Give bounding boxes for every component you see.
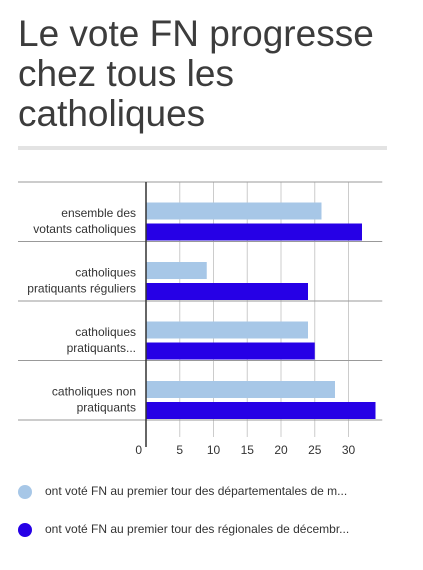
x-tick-label-10: 10 <box>207 443 221 457</box>
bar-series-2-category-1[interactable] <box>146 223 362 241</box>
category-labels: ensemble des votants catholiques catholiqu… <box>27 206 136 415</box>
legend-swatch-series-1 <box>18 485 32 499</box>
category-label-3-line-2: pratiquants... <box>67 341 136 355</box>
x-tick-label-20: 20 <box>274 443 288 457</box>
bar-series-1-category-2[interactable] <box>146 262 207 279</box>
x-tick-label-30: 30 <box>342 443 356 457</box>
bar-series-1-category-4[interactable] <box>146 381 335 398</box>
bar-series-2-category-3[interactable] <box>146 342 315 360</box>
grid-lines <box>18 181 383 437</box>
x-tick-label-25: 25 <box>308 443 322 457</box>
chart-title: Le vote FN progresse chez tous les catho… <box>18 13 374 134</box>
x-tick-label-0: 0 <box>135 443 142 457</box>
category-label-2-line-1: catholiques <box>75 266 136 280</box>
x-axis-ticks: 0 5 10 15 20 25 30 <box>135 443 355 457</box>
legend-swatch-series-2 <box>18 523 32 537</box>
category-label-4-line-2: pratiquants <box>77 401 136 415</box>
category-label-3-line-1: catholiques <box>75 325 136 339</box>
bar-series-2-category-2[interactable] <box>146 283 308 300</box>
x-tick-label-15: 15 <box>241 443 255 457</box>
bar-chart: ensemble des votants catholiques catholiqu… <box>18 181 383 457</box>
category-label-1-line-2: votants catholiques <box>33 222 136 236</box>
x-tick-label-5: 5 <box>176 443 183 457</box>
bar-series-1-category-1[interactable] <box>146 202 322 220</box>
bar-series-2-category-4[interactable] <box>146 402 376 419</box>
category-label-2-line-2: pratiquants réguliers <box>27 282 136 296</box>
legend-label-series-2: ont voté FN au premier tour des régional… <box>45 522 350 536</box>
bar-series-1-category-3[interactable] <box>146 321 308 339</box>
bars <box>146 202 376 419</box>
title-divider <box>18 146 387 150</box>
category-label-1-line-1: ensemble des <box>61 206 136 220</box>
category-label-4-line-1: catholiques non <box>52 385 136 399</box>
legend-label-series-1: ont voté FN au premier tour des départem… <box>45 484 348 498</box>
